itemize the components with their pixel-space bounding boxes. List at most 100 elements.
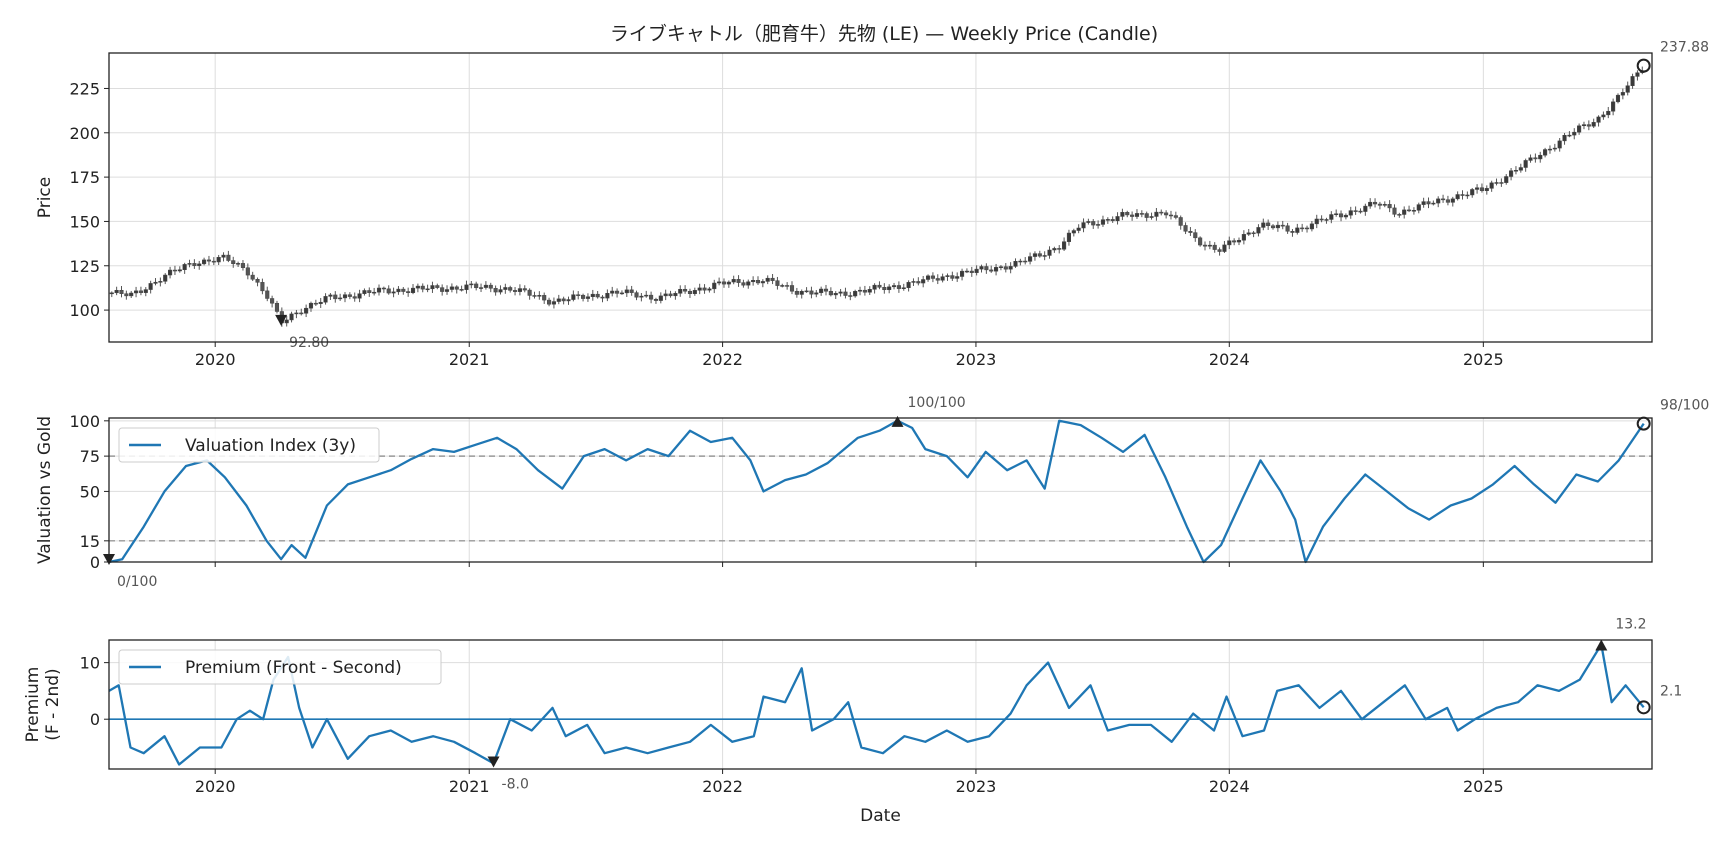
candles bbox=[109, 66, 1645, 327]
candle-body bbox=[561, 298, 566, 302]
panel-1: 100 125 150 175 200 225 2020 2021 2022 2023 2024 20… bbox=[35, 40, 1709, 369]
x-tick-label: 2024 bbox=[1209, 350, 1250, 369]
candle-body bbox=[265, 290, 270, 299]
candle-body bbox=[1441, 198, 1446, 201]
legend-label: Valuation Index (3y) bbox=[185, 436, 356, 456]
candle-body bbox=[1611, 101, 1616, 112]
candle-body bbox=[989, 269, 994, 272]
candle-body bbox=[629, 289, 634, 293]
candle-body bbox=[255, 279, 260, 283]
candle-body bbox=[814, 292, 819, 295]
y-tick-label: 225 bbox=[69, 79, 100, 98]
legend-label: Premium (Front - Second) bbox=[185, 658, 402, 678]
candle-body bbox=[634, 292, 639, 298]
candle-body bbox=[765, 277, 770, 282]
candle-body bbox=[542, 295, 547, 301]
candle-body bbox=[644, 294, 649, 297]
candle-body bbox=[673, 293, 678, 297]
candle-body bbox=[1484, 188, 1489, 191]
candle-body bbox=[687, 290, 693, 294]
candle-body bbox=[697, 287, 702, 291]
candle-body bbox=[1411, 210, 1416, 212]
candle-body bbox=[780, 285, 785, 287]
candle-body bbox=[901, 287, 906, 289]
candle-body bbox=[386, 288, 391, 294]
candle-body bbox=[1183, 225, 1188, 232]
candle-body bbox=[1018, 260, 1023, 263]
x-tick-label: 2025 bbox=[1463, 777, 1504, 796]
candle-body bbox=[1144, 213, 1149, 218]
candle-body bbox=[1261, 222, 1266, 228]
y-axis-label: Price bbox=[35, 177, 55, 218]
candle-body bbox=[610, 290, 615, 294]
candle-body bbox=[1115, 216, 1120, 221]
candle-body bbox=[1081, 222, 1086, 229]
candle-body bbox=[1557, 140, 1562, 149]
candle-body bbox=[1343, 214, 1348, 218]
x-tick-label: 2023 bbox=[956, 777, 997, 796]
candle-body bbox=[1227, 240, 1232, 246]
candle-body bbox=[187, 263, 192, 265]
candle-body bbox=[211, 260, 216, 263]
candle-body bbox=[1028, 256, 1033, 262]
candle-body bbox=[513, 290, 518, 292]
candle-body bbox=[911, 281, 916, 283]
candle-body bbox=[678, 288, 683, 294]
candle-body bbox=[323, 296, 328, 303]
candle-body bbox=[896, 285, 901, 289]
candle-body bbox=[1377, 203, 1382, 206]
candle-body bbox=[172, 269, 177, 272]
candle-body bbox=[1217, 249, 1222, 252]
x-tick-label: 2021 bbox=[449, 350, 490, 369]
candle-body bbox=[469, 283, 474, 286]
candle-body bbox=[1470, 189, 1475, 196]
x-tick-label: 2022 bbox=[702, 777, 743, 796]
candle-body bbox=[751, 280, 756, 283]
candle-body bbox=[1402, 209, 1407, 215]
candle-body bbox=[969, 270, 974, 273]
candle-body bbox=[1606, 110, 1611, 116]
candle-body bbox=[916, 281, 921, 284]
candle-body bbox=[1003, 266, 1008, 270]
candle-body bbox=[143, 289, 148, 293]
candle-body bbox=[683, 288, 688, 292]
panel-2: 0 15 50 75 100 Valuation Index (3y) 0/100 100/1… bbox=[35, 395, 1709, 590]
candle-body bbox=[600, 296, 605, 299]
candle-body bbox=[153, 281, 158, 284]
candle-body bbox=[702, 287, 707, 291]
candle-body bbox=[503, 287, 508, 290]
candle-body bbox=[1475, 187, 1480, 190]
candle-body bbox=[760, 281, 765, 284]
candle-body bbox=[192, 263, 197, 266]
candle-body bbox=[1008, 266, 1013, 270]
candle-body bbox=[809, 290, 814, 295]
candle-body bbox=[1397, 214, 1402, 216]
candle-body bbox=[1241, 234, 1246, 241]
annotation-label: 92.80 bbox=[289, 335, 329, 351]
candle-body bbox=[440, 287, 445, 292]
y-axis-label: Valuation vs Gold bbox=[35, 416, 55, 564]
candle-body bbox=[566, 299, 571, 302]
candle-body bbox=[921, 279, 926, 284]
candle-body bbox=[857, 289, 863, 292]
candle-body bbox=[1198, 237, 1203, 246]
candle-body bbox=[1334, 213, 1339, 215]
candle-body bbox=[294, 312, 299, 315]
candle-body bbox=[1338, 213, 1344, 218]
candle-body bbox=[741, 282, 746, 286]
candle-body bbox=[1164, 212, 1169, 216]
candle-body bbox=[1086, 221, 1091, 223]
x-tick-label: 2022 bbox=[702, 350, 743, 369]
candle-body bbox=[1363, 205, 1368, 212]
candle-body bbox=[819, 288, 824, 294]
annotation-marker bbox=[275, 314, 288, 326]
candle-body bbox=[1042, 255, 1047, 257]
candle-body bbox=[1489, 182, 1494, 189]
candle-body bbox=[1455, 194, 1460, 200]
candle-body bbox=[1236, 239, 1242, 243]
candle-body bbox=[1071, 230, 1076, 234]
candle-body bbox=[1037, 253, 1042, 257]
candle-body bbox=[964, 270, 969, 273]
candle-body bbox=[124, 293, 129, 297]
candle-body bbox=[571, 294, 576, 300]
